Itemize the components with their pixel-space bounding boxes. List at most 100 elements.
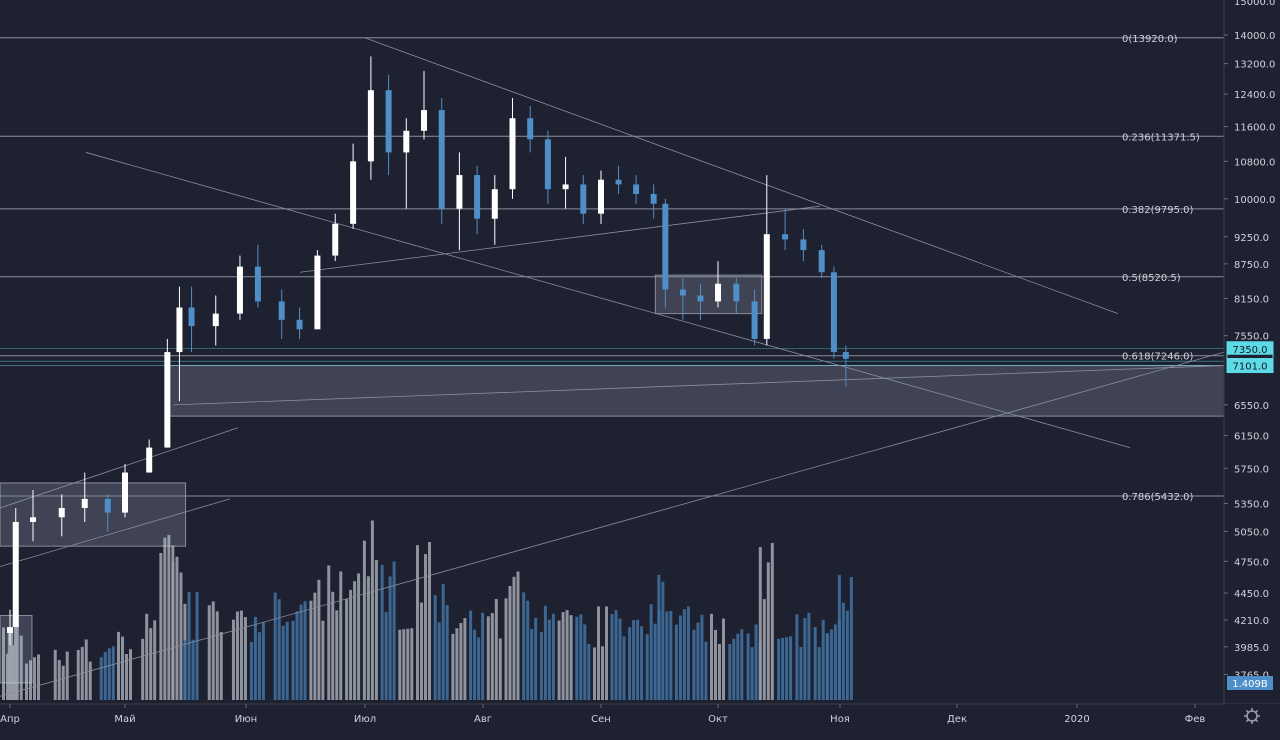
volume-bar xyxy=(2,627,5,700)
volume-bar xyxy=(384,612,388,700)
price-tick-label: 6150.0 xyxy=(1234,432,1269,443)
volume-bar xyxy=(313,592,317,700)
price-tick-label: 8150.0 xyxy=(1234,294,1269,305)
volume-bar xyxy=(261,622,265,700)
volume-bar xyxy=(605,606,608,700)
volume-bar xyxy=(817,647,821,700)
candle-body xyxy=(81,498,88,508)
candle-body xyxy=(176,307,183,353)
fib-level-label: 0.618(7246.0) xyxy=(1122,352,1194,363)
volume-bar xyxy=(14,625,17,700)
volume-bar xyxy=(469,610,473,700)
volume-bar xyxy=(103,652,107,700)
candle-body xyxy=(438,110,445,209)
time-tick-label: Май xyxy=(114,714,135,725)
volume-bar xyxy=(758,547,762,700)
volume-bar xyxy=(33,657,36,700)
volume-bar xyxy=(231,619,235,700)
volume-bar xyxy=(516,571,520,700)
volume-bar xyxy=(451,633,455,700)
volume-bar xyxy=(477,637,481,700)
volume-bar xyxy=(740,629,744,700)
volume-bar xyxy=(455,628,459,700)
candle-body xyxy=(830,272,837,353)
volume-bar xyxy=(649,604,653,700)
volume-bar xyxy=(845,610,849,700)
time-tick-label: Июл xyxy=(354,714,376,725)
candle-body xyxy=(58,507,65,518)
volume-bar xyxy=(829,629,833,700)
candle-body xyxy=(715,283,721,302)
volume-bar xyxy=(159,552,163,700)
price-tick-label: 5050.0 xyxy=(1234,528,1269,539)
volume-bar xyxy=(736,633,740,700)
volume-bar xyxy=(183,640,187,700)
volume-bar xyxy=(565,610,569,700)
volume-bar xyxy=(754,624,758,700)
volume-bar xyxy=(785,637,789,700)
volume-bar xyxy=(402,629,406,700)
price-tick-label: 5350.0 xyxy=(1234,499,1269,510)
volume-bar xyxy=(388,576,392,700)
price-tick-label: 13200.0 xyxy=(1234,60,1275,71)
candle-body xyxy=(782,234,789,240)
price-axis[interactable]: 14000.0 13200.0 12400.0 11600.0 10800.0 10000… xyxy=(1223,0,1275,704)
volume-bar xyxy=(7,627,11,700)
trendline xyxy=(0,427,239,509)
volume-badge xyxy=(1227,676,1273,690)
volume-bar xyxy=(273,592,277,700)
price-tick-label: 12400.0 xyxy=(1234,90,1275,101)
volume-bar xyxy=(665,611,669,700)
candles-layer xyxy=(7,56,849,646)
volume-layer xyxy=(2,520,853,700)
volume-bar xyxy=(303,601,307,700)
price-tick-label: 4750.0 xyxy=(1234,557,1269,568)
time-tick-label: 2020 xyxy=(1064,714,1089,725)
volume-bar xyxy=(718,643,721,700)
price-tick-label: 4210.0 xyxy=(1234,616,1269,627)
chart-settings-button[interactable] xyxy=(1224,704,1280,736)
candle-body xyxy=(580,184,587,214)
price-tick-label: 10800.0 xyxy=(1234,157,1275,168)
volume-bar xyxy=(129,649,132,700)
candle-body xyxy=(800,239,807,251)
price-tick-label: 9250.0 xyxy=(1234,233,1269,244)
candle-body xyxy=(544,139,551,190)
volume-bar xyxy=(825,634,829,700)
volume-bar xyxy=(770,543,774,700)
gear-icon-tooth xyxy=(1245,709,1249,713)
fib-level-label: 0.5(8520.5) xyxy=(1122,273,1181,284)
volume-bar xyxy=(728,644,732,700)
volume-bar xyxy=(543,605,547,700)
time-axis[interactable]: Апр Май Июн Июл Авг Сен Окт Ноя Дек 2020 Фев xyxy=(0,703,1280,736)
volume-bar xyxy=(317,579,321,700)
candle-body xyxy=(763,234,770,339)
volume-bar xyxy=(295,611,299,700)
time-tick-label: Апр xyxy=(0,714,20,725)
price-tick-label: 3765.0 xyxy=(1234,670,1269,681)
candle-body xyxy=(236,266,243,314)
volume-bar xyxy=(508,585,512,700)
volume-bar xyxy=(504,598,508,700)
candle-body xyxy=(662,203,669,290)
volume-bar xyxy=(534,617,538,700)
time-tick-label: Дек xyxy=(947,714,967,725)
volume-bar xyxy=(490,612,494,700)
volume-bar xyxy=(211,601,215,700)
volume-bar xyxy=(235,611,239,700)
volume-bar xyxy=(107,648,111,700)
volume-bar xyxy=(575,616,579,700)
time-axis-background xyxy=(0,704,1280,736)
volume-bar xyxy=(750,647,754,700)
volume-bar xyxy=(799,646,803,700)
trendline xyxy=(364,37,1119,314)
time-tick-label: Сен xyxy=(591,714,611,725)
volume-bar xyxy=(645,634,649,700)
volume-bar xyxy=(593,647,596,700)
volume-bar xyxy=(597,606,600,700)
price-tick-label: 4450.0 xyxy=(1234,589,1269,600)
candle-body xyxy=(385,90,392,153)
